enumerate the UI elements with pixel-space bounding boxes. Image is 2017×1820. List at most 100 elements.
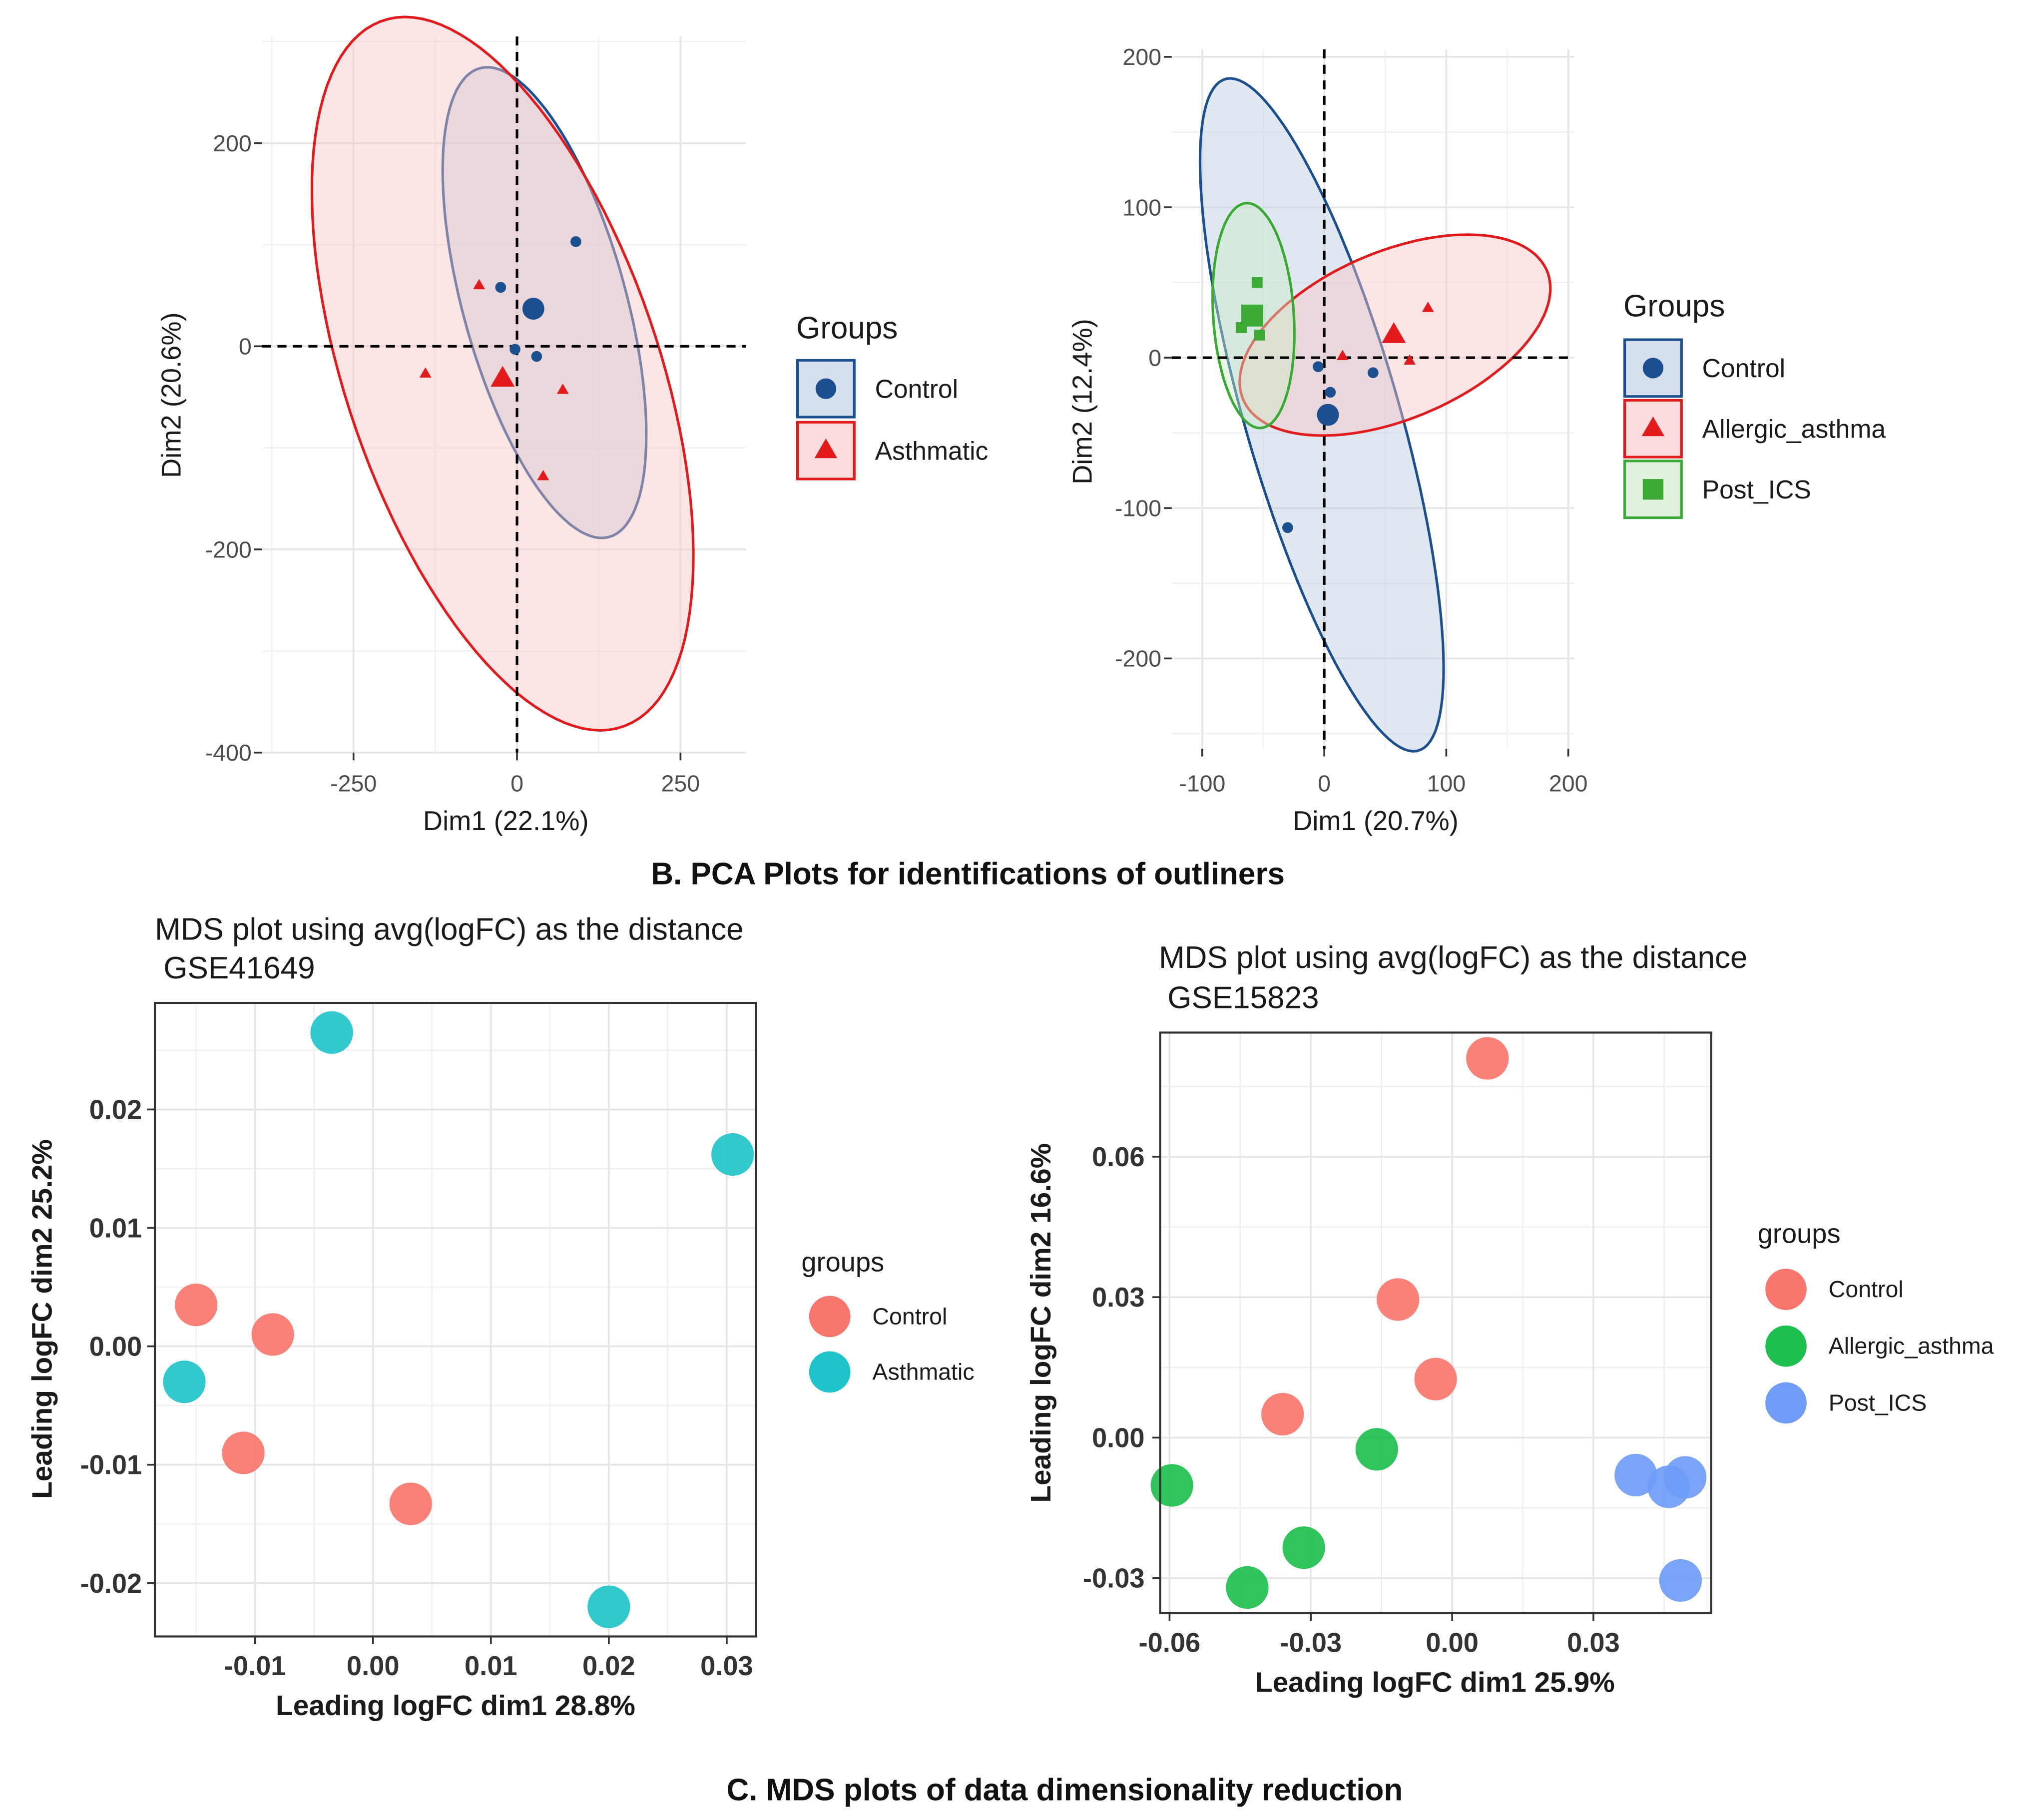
mds2-point-allergic-asthma-0 xyxy=(1355,1428,1398,1471)
pca2-legend-title: Groups xyxy=(1623,289,1725,324)
pca1-legend-label-control: Control xyxy=(875,374,959,403)
mds1-x-tick-label-2: 0.01 xyxy=(465,1651,517,1681)
mds2-legend-key-allergic-asthma xyxy=(1765,1325,1807,1367)
pca1-x-tick-label-2: 250 xyxy=(661,770,700,796)
pca2-legend-symbol-post-ics xyxy=(1642,479,1664,500)
mds2-point-post-ics-2 xyxy=(1664,1456,1707,1499)
mds1-title-line-2: GSE41649 xyxy=(155,951,315,985)
pca1-point-asthmatic-2 xyxy=(556,383,569,394)
pca1-legend-key-asthmatic xyxy=(796,421,856,480)
section-b-caption: B. PCA Plots for identifications of outl… xyxy=(651,857,1285,891)
pca2-legend-label-allergic-asthma: Allergic_asthma xyxy=(1702,414,1886,443)
mds-plot-gse41649: MDS plot using avg(logFC) as the distanc… xyxy=(26,912,974,1722)
mds1-panel-border xyxy=(153,1001,757,1638)
mds2-points xyxy=(1150,1037,1707,1609)
pca1-x-tick-label-0: -250 xyxy=(330,770,377,796)
mds1-legend-key-control xyxy=(809,1296,851,1338)
pca2-legend-symbol-allergic-asthma xyxy=(1641,417,1665,437)
mds1-y-tick-label-1: -0.01 xyxy=(80,1450,142,1480)
mds1-x-axis-label: Leading logFC dim1 28.8% xyxy=(276,1690,635,1722)
pca2-y-axis-label: Dim2 (12.4%) xyxy=(1068,319,1098,484)
mds1-title-line-1: MDS plot using avg(logFC) as the distanc… xyxy=(155,912,744,946)
pca1-x-tick-label-1: 0 xyxy=(510,770,523,796)
mds1-legend-label-control: Control xyxy=(872,1303,947,1329)
mds1-legend: groups Control Asthmatic xyxy=(801,1247,975,1393)
pca1-points xyxy=(419,236,581,480)
pca1-y-tick-label-1: -200 xyxy=(205,536,252,562)
pca1-y-tick-label-0: -400 xyxy=(205,740,252,766)
pca2-y-tick-label-3: 100 xyxy=(1123,194,1162,220)
mds1-x-tick-label-3: 0.02 xyxy=(582,1651,635,1681)
mds2-legend-key-control xyxy=(1765,1269,1807,1310)
pca1-point-control-2 xyxy=(509,344,520,355)
pca2-legend-label-control: Control xyxy=(1702,354,1786,383)
pca2-point-allergic-asthma-2 xyxy=(1422,301,1434,312)
pca2-x-tick-label-1: 0 xyxy=(1318,770,1331,796)
mds1-y-axis-label: Leading logFC dim2 25.2% xyxy=(26,1139,58,1499)
mds2-x-tick-label-3: 0.03 xyxy=(1567,1628,1620,1658)
mds1-point-control-3 xyxy=(389,1482,432,1525)
pca2-x-tick-label-0: -100 xyxy=(1179,770,1225,796)
mds1-y-tick-label-4: 0.02 xyxy=(89,1095,142,1125)
pca2-x-axis-label: Dim1 (20.7%) xyxy=(1293,806,1459,836)
pca1-centroid-control xyxy=(522,298,544,320)
pca2-legend-label-post-ics: Post_ICS xyxy=(1702,475,1811,504)
pca1-point-asthmatic-0 xyxy=(473,279,486,290)
mds1-point-asthmatic-0 xyxy=(310,1011,353,1054)
mds1-points xyxy=(163,1011,754,1628)
mds2-title: MDS plot using avg(logFC) as the distanc… xyxy=(1159,940,1756,1015)
pca1-ellipse-control xyxy=(441,66,648,539)
pca1-zero-reference-lines xyxy=(262,36,746,753)
pca-plot-gse41649: -250 0 250 -400 -200 0 200 Dim1 (22.1%) Dim2 (… xyxy=(157,15,989,836)
mds2-point-control-1 xyxy=(1377,1278,1420,1321)
pca2-zero-reference-lines xyxy=(1171,49,1574,749)
pca2-point-control-2 xyxy=(1367,367,1379,379)
pca2-x-tick-label-3: 200 xyxy=(1549,770,1588,796)
mds2-x-tick-label-1: -0.03 xyxy=(1280,1628,1342,1658)
pca2-point-control-0 xyxy=(1313,361,1324,373)
pca1-legend-label-asthmatic: Asthmatic xyxy=(875,436,989,465)
mds2-point-allergic-asthma-1 xyxy=(1150,1464,1193,1507)
mds2-legend-label-post-ics: Post_ICS xyxy=(1829,1389,1927,1415)
pca1-point-control-1 xyxy=(495,282,506,293)
mds1-grid xyxy=(155,1003,756,1637)
pca2-centroid-allergic-asthma xyxy=(1382,322,1406,343)
mds1-y-tick-label-0: -0.02 xyxy=(80,1569,142,1599)
pca2-point-control-3 xyxy=(1282,522,1293,533)
pca2-y-tick-label-2: 0 xyxy=(1148,345,1161,371)
mds2-point-allergic-asthma-2 xyxy=(1282,1526,1325,1569)
mds2-x-tick-label-0: -0.06 xyxy=(1139,1628,1201,1658)
pca1-legend: Groups Control Asthmatic xyxy=(796,311,989,480)
pca2-legend-symbol-control xyxy=(1642,358,1664,379)
mds2-grid xyxy=(1160,1032,1711,1614)
mds2-y-tick-label-3: 0.06 xyxy=(1092,1142,1145,1172)
mds2-y-tick-label-0: -0.03 xyxy=(1083,1564,1145,1594)
mds2-y-axis-label: Leading logFC dim2 16.6% xyxy=(1025,1143,1057,1503)
mds1-point-asthmatic-3 xyxy=(587,1585,630,1628)
mds1-axes: -0.01 0.00 0.01 0.02 0.03 -0.02 -0.01 0.00 0.01 0… xyxy=(80,1001,757,1681)
pca1-centroid-asthmatic xyxy=(491,366,515,387)
pca1-legend-symbol-asthmatic xyxy=(814,438,838,458)
mds2-x-axis-label: Leading logFC dim1 25.9% xyxy=(1255,1667,1615,1699)
pca1-point-control-3 xyxy=(531,351,542,362)
pca2-x-tick-label-2: 100 xyxy=(1427,770,1466,796)
mds2-point-allergic-asthma-3 xyxy=(1226,1566,1269,1609)
pca1-y-tick-label-3: 200 xyxy=(213,130,252,156)
pca2-point-allergic-asthma-0 xyxy=(1336,350,1349,360)
mds1-y-tick-label-3: 0.01 xyxy=(89,1213,142,1243)
pca1-y-axis-label: Dim2 (20.6%) xyxy=(157,312,187,478)
pca1-x-axis-label: Dim1 (22.1%) xyxy=(423,806,589,836)
mds2-point-control-2 xyxy=(1414,1358,1457,1400)
mds1-point-control-1 xyxy=(251,1313,294,1356)
pca1-y-tick-label-2: 0 xyxy=(239,334,252,360)
mds2-title-line-1: MDS plot using avg(logFC) as the distanc… xyxy=(1159,940,1748,975)
mds2-legend-title: groups xyxy=(1758,1219,1841,1249)
pca2-y-tick-label-4: 200 xyxy=(1123,44,1162,70)
pca2-point-allergic-asthma-1 xyxy=(1404,354,1416,365)
mds2-panel-border xyxy=(1159,1031,1712,1615)
pca2-axes: -100 0 100 200 -200 -100 0 100 200 xyxy=(1115,44,1587,796)
mds2-axes: -0.06 -0.03 0.00 0.03 -0.03 0.00 0.03 0.06 xyxy=(1083,1031,1712,1658)
pca2-legend-key-allergic-asthma xyxy=(1623,399,1683,458)
mds2-legend: groups Control Allergic_asthma Post_ICS xyxy=(1758,1219,1994,1424)
